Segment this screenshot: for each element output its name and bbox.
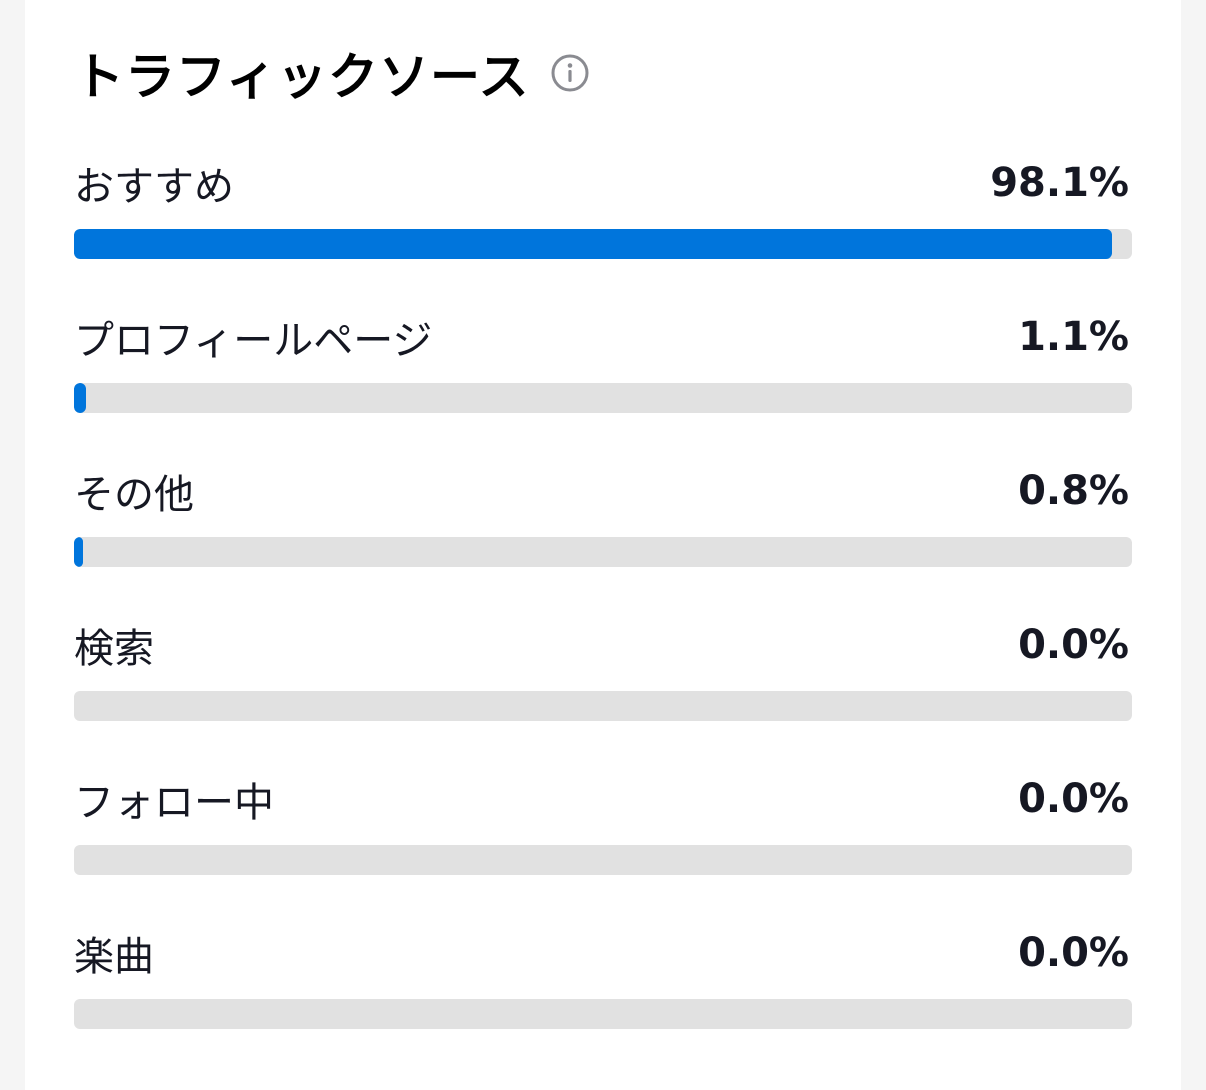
source-percent: 1.1% [1018, 314, 1129, 360]
source-percent: 0.0% [1018, 930, 1129, 976]
source-label: 楽曲 [74, 934, 154, 980]
traffic-source-card: トラフィックソース おすすめ 98.1% プロフィールページ 1.1% [25, 0, 1181, 1090]
list-item: 楽曲 0.0% [74, 920, 1132, 1074]
list-item: 検索 0.0% [74, 612, 1132, 766]
progress-track [74, 383, 1132, 413]
info-circle-icon[interactable] [550, 53, 590, 93]
source-label: おすすめ [74, 164, 234, 210]
progress-track [74, 537, 1132, 567]
source-percent: 98.1% [990, 160, 1129, 206]
row-header: 検索 0.0% [74, 612, 1132, 678]
progress-fill [74, 537, 83, 567]
source-label: プロフィールページ [74, 318, 433, 364]
row-header: おすすめ 98.1% [74, 150, 1132, 216]
source-percent: 0.8% [1018, 468, 1129, 514]
row-header: 楽曲 0.0% [74, 920, 1132, 986]
source-label: 検索 [74, 626, 154, 672]
source-percent: 0.0% [1018, 776, 1129, 822]
list-item: おすすめ 98.1% [74, 150, 1132, 304]
progress-fill [74, 383, 86, 413]
progress-track [74, 999, 1132, 1029]
card-title: トラフィックソース [74, 48, 530, 106]
row-header: フォロー中 0.0% [74, 766, 1132, 832]
row-header: プロフィールページ 1.1% [74, 304, 1132, 370]
list-item: プロフィールページ 1.1% [74, 304, 1132, 458]
traffic-source-list: おすすめ 98.1% プロフィールページ 1.1% その他 0.8% [74, 150, 1132, 1074]
source-percent: 0.0% [1018, 622, 1129, 668]
source-label: フォロー中 [74, 780, 274, 826]
source-label: その他 [74, 472, 194, 518]
list-item: その他 0.8% [74, 458, 1132, 612]
progress-track [74, 229, 1132, 259]
list-item: フォロー中 0.0% [74, 766, 1132, 920]
row-header: その他 0.8% [74, 458, 1132, 524]
progress-fill [74, 229, 1112, 259]
card-header: トラフィックソース [74, 40, 590, 106]
progress-track [74, 845, 1132, 875]
progress-track [74, 691, 1132, 721]
